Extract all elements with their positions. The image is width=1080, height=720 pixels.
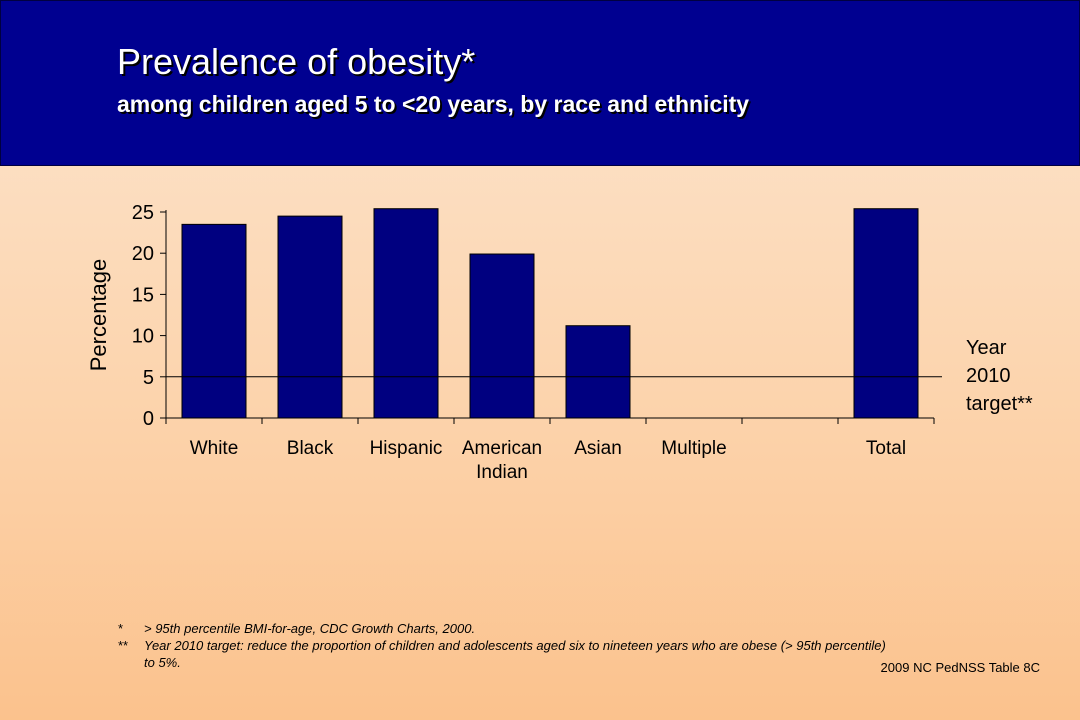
target-label-line: target** [966,393,1033,415]
bar [853,208,919,419]
footnote: ** Year 2010 target: reduce the proporti… [118,637,898,671]
source-citation: 2009 NC PedNSS Table 8C [880,660,1040,675]
y-tick-label: 20 [132,243,154,265]
x-tick-label: American Indian [462,438,542,483]
y-tick-label: 5 [143,367,154,389]
target-label-line: 2010 [966,365,1011,387]
target-label-line: Year [966,337,1007,359]
y-tick-label: 0 [143,408,154,430]
footnote-mark: * [118,621,124,636]
bar [469,253,535,419]
x-tick-label: Asian [574,438,622,459]
page-subtitle: among children aged 5 to <20 years, by r… [117,91,750,117]
y-tick-label: 15 [132,284,154,306]
target-label: Year 2010 target** [966,334,1076,418]
header-banner: Prevalence of obesity* among children ag… [0,0,1080,166]
bar [277,215,343,419]
footnote-text: Year 2010 target: reduce the proportion … [144,638,886,670]
footnote-mark: ** [118,638,129,653]
footnotes: * > 95th percentile BMI-for-age, CDC Gro… [118,620,898,671]
footnote: * > 95th percentile BMI-for-age, CDC Gro… [118,620,898,637]
bar [181,223,247,419]
x-tick-label: Hispanic [370,438,443,459]
footnote-text: > 95th percentile BMI-for-age, CDC Growt… [144,621,476,636]
x-tick-label: Total [866,438,906,459]
x-tick-label: White [190,438,239,459]
y-tick-label: 10 [132,326,154,348]
y-axis-label: Percentage [86,259,111,372]
y-tick-label: 25 [132,202,154,224]
x-tick-label: Multiple [661,438,726,459]
page-title: Prevalence of obesity* [117,41,476,82]
x-tick-label: Black [287,438,334,459]
bar [565,325,631,419]
bar [373,208,439,419]
